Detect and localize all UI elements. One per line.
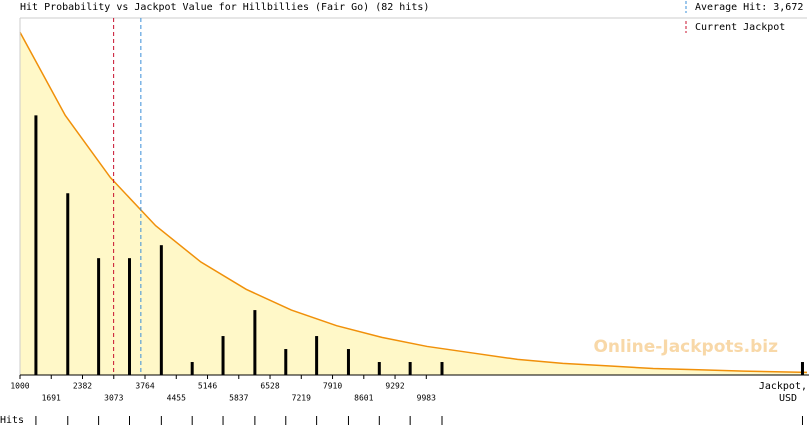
bar: [221, 336, 225, 375]
legend-label: Average Hit: 3,672: [695, 2, 803, 13]
x-tick-label: 2382: [73, 382, 92, 391]
bar: [159, 245, 163, 375]
bar: [66, 193, 70, 375]
bar: [34, 115, 38, 375]
curve-line: [19, 31, 808, 374]
x-tick-label: 1691: [42, 394, 61, 403]
curve-area: [20, 32, 807, 375]
legend-label: Current Jackpot: [695, 22, 785, 33]
x-tick-label: 3073: [104, 394, 123, 403]
bar: [346, 349, 350, 375]
x-tick-label: 9292: [385, 382, 404, 391]
watermark: Online-Jackpots.biz: [593, 337, 778, 357]
bar: [284, 349, 288, 375]
x-tick-label: 7910: [323, 382, 342, 391]
x-axis-label: Jackpot,: [759, 381, 807, 392]
x-tick-label: 1000: [10, 382, 29, 391]
x-tick-label: 5837: [229, 394, 248, 403]
bar: [253, 310, 257, 375]
x-tick-label: 8601: [354, 394, 373, 403]
bar: [97, 258, 101, 375]
bar: [800, 362, 804, 375]
x-tick-label: 6528: [260, 382, 279, 391]
rug-label: Hits: [0, 415, 24, 425]
chart-title: Hit Probability vs Jackpot Value for Hil…: [20, 2, 429, 13]
x-tick-label: 4455: [167, 394, 186, 403]
bar: [440, 362, 444, 375]
x-tick-label: 7219: [292, 394, 311, 403]
bar: [408, 362, 412, 375]
x-tick-label: 3764: [135, 382, 154, 391]
x-axis-label: USD: [779, 393, 797, 404]
bar: [315, 336, 319, 375]
bar: [377, 362, 381, 375]
x-tick-label: 5146: [198, 382, 217, 391]
x-tick-label: 9983: [417, 394, 436, 403]
bar: [190, 362, 194, 375]
bar: [128, 258, 132, 375]
